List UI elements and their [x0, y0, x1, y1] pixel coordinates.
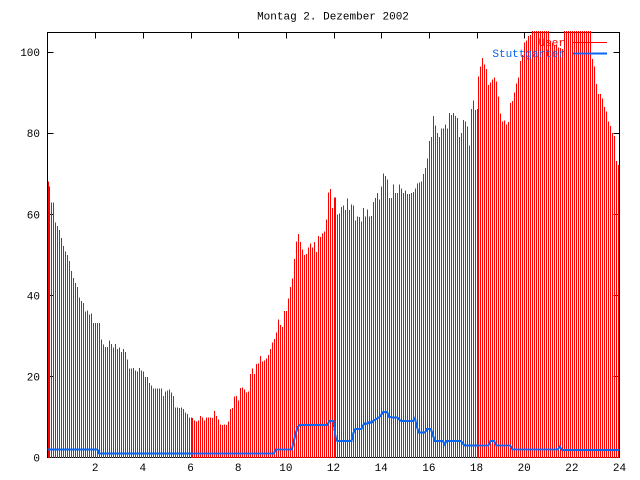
x-tick-label: 24 — [613, 463, 627, 475]
stuttgarter-line-series — [47, 411, 620, 455]
x-tick-label: 8 — [235, 463, 242, 475]
x-tick-label: 16 — [422, 463, 435, 475]
x-axis-tick-labels: 2 4 6 8 10 12 14 16 18 20 22 24 — [92, 463, 627, 475]
x-tick-label: 2 — [92, 463, 99, 475]
x-tick-label: 6 — [187, 463, 194, 475]
x-tick-label: 10 — [279, 463, 292, 475]
x-tick-label: 4 — [140, 463, 147, 475]
y-axis-tick-labels: 0 20 40 60 80 100 — [20, 48, 40, 465]
legend-label-user: User — [539, 38, 565, 50]
y-tick-label: 40 — [27, 291, 40, 303]
legend-label-stuttgarter: Stuttgarter — [492, 49, 565, 61]
y-tick-label: 60 — [27, 210, 40, 222]
x-tick-label: 12 — [327, 463, 340, 475]
plot-border — [47, 32, 620, 458]
y-tick-label: 80 — [27, 129, 40, 141]
x-tick-label: 14 — [375, 463, 389, 475]
x-tick-label: 20 — [518, 463, 531, 475]
chart-title: Montag 2. Dezember 2002 — [257, 12, 409, 24]
x-tick-label: 18 — [470, 463, 483, 475]
x-tick-label: 22 — [565, 463, 578, 475]
y-tick-label: 20 — [27, 372, 40, 384]
y-tick-label: 100 — [20, 48, 40, 60]
user-impulse-bars — [48, 31, 619, 458]
y-tick-label: 0 — [33, 453, 40, 465]
